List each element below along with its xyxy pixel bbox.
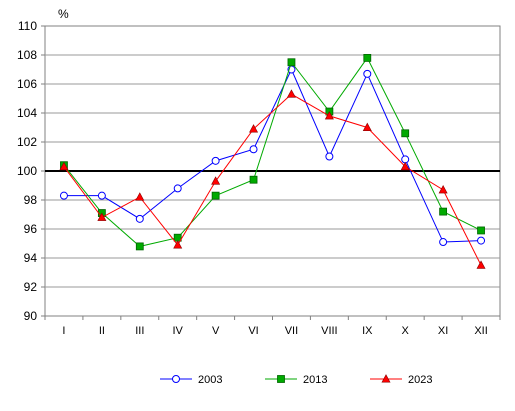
data-point-2023 [97, 212, 107, 221]
y-tick-label: 98 [24, 193, 38, 207]
x-tick-label: II [99, 325, 105, 337]
y-tick-label: 92 [24, 280, 38, 294]
y-tick-label: 108 [17, 48, 37, 62]
data-point-2023 [476, 260, 486, 269]
legend-item-2023: 2023 [370, 374, 432, 386]
series-line-2003 [63, 68, 482, 243]
data-point-2003 [439, 238, 448, 247]
y-tick-label: 104 [17, 106, 37, 120]
data-point-2023 [362, 122, 372, 131]
series-line-2013 [63, 56, 482, 247]
legend-label: 2003 [198, 374, 222, 386]
legend-marker [172, 375, 180, 383]
data-point-2013 [363, 54, 372, 62]
data-point-2023 [249, 124, 259, 133]
x-tick-label: VI [248, 325, 258, 337]
data-point-2023 [400, 161, 410, 171]
data-point-2023 [135, 192, 145, 201]
x-tick-label: XI [438, 325, 448, 337]
data-point-2023 [211, 176, 221, 185]
data-point-2013 [211, 191, 220, 200]
y-tick-label: 110 [18, 19, 37, 33]
data-point-2023 [286, 89, 296, 98]
legend-label: 2013 [303, 374, 327, 386]
legend-label: 2023 [408, 374, 432, 386]
data-point-2013 [401, 129, 410, 138]
data-point-2023 [173, 240, 183, 249]
data-point-2003 [211, 156, 220, 165]
data-point-2003 [363, 69, 372, 78]
data-point-2003 [477, 236, 486, 245]
data-point-2003 [249, 145, 258, 154]
x-tick-label: VII [285, 325, 298, 337]
data-point-2013 [477, 226, 485, 235]
series-lines [59, 54, 486, 269]
y-tick-label: 96 [24, 222, 38, 236]
data-point-2013 [135, 242, 144, 251]
legend-item-2003: 2003 [160, 374, 222, 386]
data-point-2013 [287, 58, 296, 67]
x-tick-label: XII [474, 325, 487, 337]
x-tick-label: IX [362, 325, 373, 337]
y-tick-label: 100 [17, 164, 37, 178]
data-point-2023 [324, 111, 334, 120]
y-tick-label: 90 [24, 309, 38, 323]
data-point-2003 [59, 191, 68, 200]
legend-item-2013: 2013 [265, 374, 327, 386]
y-tick-label: 102 [17, 135, 37, 149]
data-point-2003 [97, 191, 106, 200]
data-point-2003 [325, 152, 334, 161]
x-tick-label: III [135, 325, 144, 337]
data-point-2023 [438, 185, 448, 194]
legend-marker [277, 375, 285, 383]
x-tick-label: I [62, 325, 65, 337]
legend-marker [381, 374, 391, 383]
y-tick-label: 94 [24, 251, 38, 265]
data-point-2013 [439, 207, 448, 216]
x-tick-label: V [212, 325, 220, 337]
y-axis-unit: % [58, 7, 69, 21]
y-tick-label: 106 [17, 77, 37, 91]
x-tick-label: VIII [321, 325, 338, 337]
x-tick-label: X [402, 325, 410, 337]
legend: 2003 2013 2023 [160, 374, 432, 386]
data-point-2013 [249, 175, 258, 184]
data-point-2003 [173, 184, 182, 193]
series-line-2023 [63, 93, 482, 266]
data-point-2023 [59, 161, 69, 171]
x-tick-label: IV [173, 325, 184, 337]
data-point-2003 [135, 214, 144, 223]
series-2023 [59, 89, 486, 269]
